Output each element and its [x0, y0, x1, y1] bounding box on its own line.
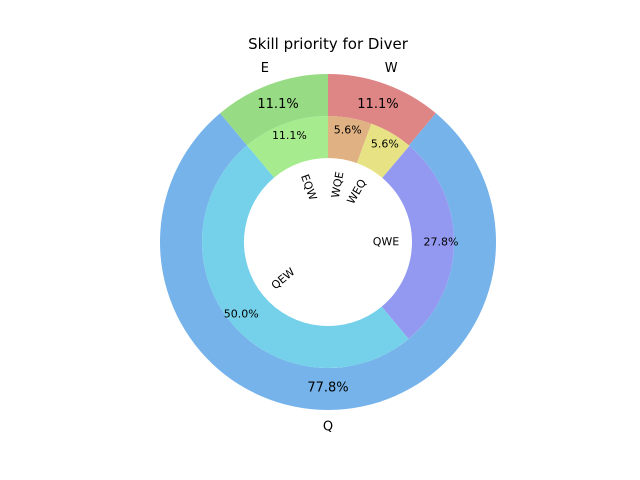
outer-pct-w: 11.1% — [357, 97, 398, 112]
outer-label-e: E — [261, 61, 269, 76]
inner-slice-qew — [202, 145, 409, 368]
inner-ring — [202, 116, 454, 368]
inner-slice-wqe — [328, 116, 372, 164]
inner-slice-weq — [356, 123, 410, 178]
outer-ring — [160, 74, 497, 410]
inner-pct-weq: 5.6% — [371, 137, 399, 150]
inner-pct-qew: 50.0% — [224, 307, 259, 320]
outer-slice-q — [160, 113, 497, 410]
outer-pct-e: 11.1% — [257, 97, 298, 112]
inner-label-qwe: QWE — [373, 235, 400, 248]
inner-label-wqe: WQE — [329, 171, 346, 199]
chart-title: Skill priority for Diver — [248, 35, 409, 53]
outer-label-q: Q — [323, 419, 333, 434]
inner-pct-wqe: 5.6% — [334, 124, 362, 137]
labels: W 11.1% Q 77.8% E 11.1% 5.6% WQE 5.6% WEQ 27.8% QWE… — [224, 61, 459, 434]
outer-slice-w — [328, 74, 436, 146]
inner-pct-eqw: 11.1% — [272, 129, 307, 142]
inner-label-qew: QEW — [269, 265, 298, 292]
inner-slice-eqw — [247, 116, 328, 178]
inner-slice-qwe — [381, 145, 454, 339]
inner-label-eqw: EQW — [298, 173, 319, 202]
inner-label-weq: WEQ — [344, 177, 369, 207]
outer-pct-q: 77.8% — [307, 381, 348, 396]
outer-label-w: W — [385, 61, 398, 76]
inner-pct-qwe: 27.8% — [424, 236, 459, 249]
outer-slice-e — [220, 74, 328, 146]
